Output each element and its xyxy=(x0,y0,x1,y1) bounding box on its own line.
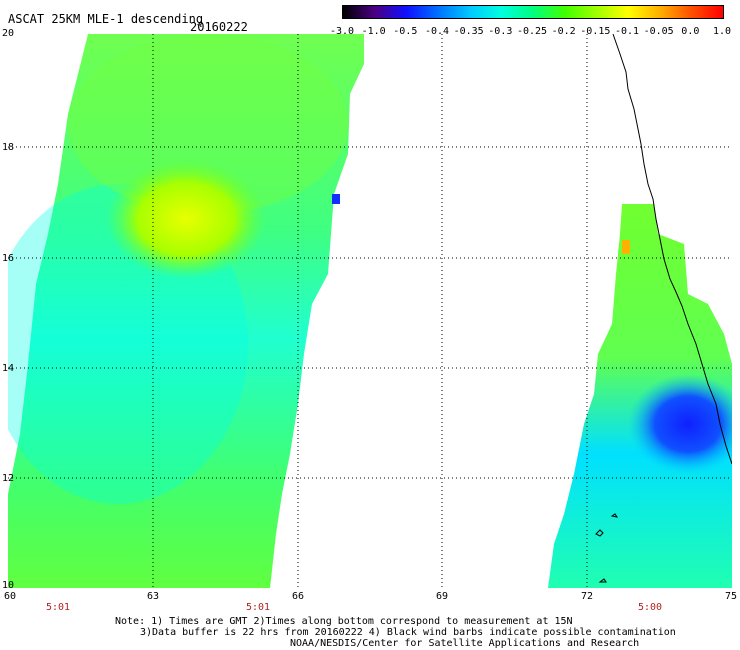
coastline xyxy=(612,34,732,465)
map-date: 20160222 xyxy=(190,20,248,34)
lon-label-60: 60 xyxy=(3,591,17,602)
map-plot xyxy=(8,34,732,588)
right-swath-blue-spot xyxy=(628,374,732,474)
lat-label-16: 16 xyxy=(2,253,15,264)
colorbar-label: -0.5 xyxy=(393,26,418,37)
lat-label-10: 10 xyxy=(2,580,15,591)
colorbar-label: -0.2 xyxy=(551,26,576,37)
note-line-2: 3)Data buffer is 22 hrs from 20160222 4)… xyxy=(140,627,676,638)
lon-label-72: 72 xyxy=(580,591,594,602)
lat-label-18: 18 xyxy=(2,142,15,153)
time-label-3: 5:00 xyxy=(637,602,663,613)
colorbar-label: -0.35 xyxy=(453,26,484,37)
left-swath-yellow-spot xyxy=(106,159,266,279)
colorbar-label: -0.15 xyxy=(580,26,611,37)
colorbar-label: -0.05 xyxy=(643,26,674,37)
time-label-1: 5:01 xyxy=(45,602,71,613)
colorbar-label: 0.0 xyxy=(681,26,700,37)
colorbar-label: -0.3 xyxy=(488,26,513,37)
colorbar-label: -1.0 xyxy=(361,26,386,37)
note-line-1: Note: 1) Times are GMT 2)Times along bot… xyxy=(115,616,573,627)
lon-label-69: 69 xyxy=(435,591,449,602)
right-swath-orange-pixel xyxy=(622,240,630,254)
colorbar-labels: -3.0 -1.0 -0.5 -0.4 -0.35 -0.3 -0.25 -0.2 -0.15-… xyxy=(330,26,735,40)
colorbar-label: -0.25 xyxy=(516,26,548,37)
map-title: ASCAT 25KM MLE-1 descending xyxy=(8,12,204,26)
lon-label-63: 63 xyxy=(146,591,160,602)
colorbar-label: -3.0 xyxy=(329,26,355,37)
lat-label-20: 20 xyxy=(2,28,15,39)
left-swath xyxy=(8,34,364,588)
lon-label-66: 66 xyxy=(291,591,305,602)
left-swath-blue-pixel xyxy=(332,194,340,204)
lat-label-14: 14 xyxy=(2,363,15,374)
colorbar-label: -0.4 xyxy=(424,26,450,37)
colorbar-label: 1.0 xyxy=(712,26,732,37)
lon-label-75: 75 xyxy=(724,591,738,602)
left-swath-green-area xyxy=(68,34,348,214)
lat-label-12: 12 xyxy=(2,473,15,484)
gridlines xyxy=(8,34,732,588)
note-line-3: NOAA/NESDIS/Center for Satellite Applica… xyxy=(290,638,640,649)
colorbar-label: -0.1 xyxy=(614,26,640,37)
time-label-2: 5:01 xyxy=(245,602,271,613)
colorbar xyxy=(342,5,724,19)
coastline-islands xyxy=(595,513,619,583)
